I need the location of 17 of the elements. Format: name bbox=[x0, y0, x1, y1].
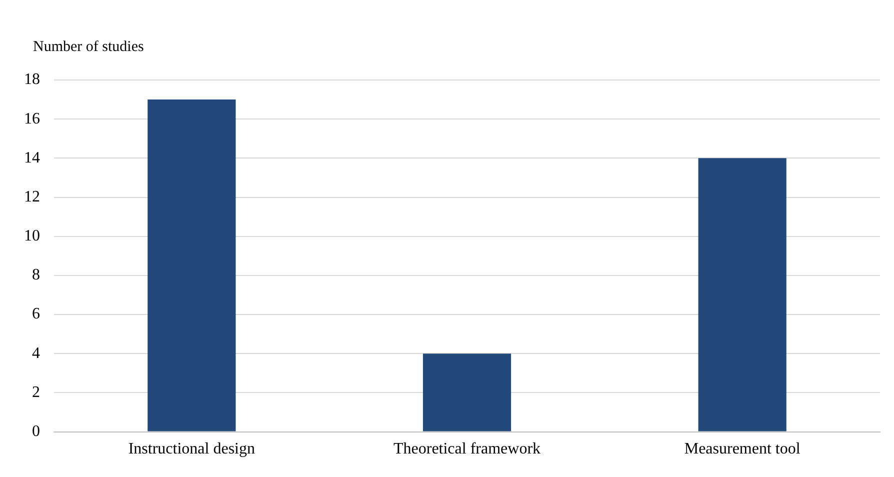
x-tick-label: Theoretical framework bbox=[393, 440, 541, 458]
bar bbox=[148, 100, 236, 432]
y-tick-label: 6 bbox=[32, 306, 40, 323]
y-tick-label: 0 bbox=[32, 423, 40, 440]
y-tick-label: 2 bbox=[32, 384, 40, 401]
y-axis-title: Number of studies bbox=[33, 38, 144, 55]
y-tick-label: 4 bbox=[32, 344, 40, 362]
y-tick-label: 16 bbox=[24, 110, 40, 128]
y-tick-label: 14 bbox=[24, 149, 40, 166]
y-tick-label: 18 bbox=[24, 71, 40, 88]
y-tick-label: 12 bbox=[24, 188, 40, 206]
bar bbox=[698, 158, 786, 432]
x-tick-label: Measurement tool bbox=[684, 440, 801, 458]
bar bbox=[422, 354, 512, 432]
y-tick-label: 8 bbox=[32, 266, 40, 284]
y-tick-label: 10 bbox=[24, 228, 40, 245]
x-tick-label: Instructional design bbox=[128, 440, 255, 458]
